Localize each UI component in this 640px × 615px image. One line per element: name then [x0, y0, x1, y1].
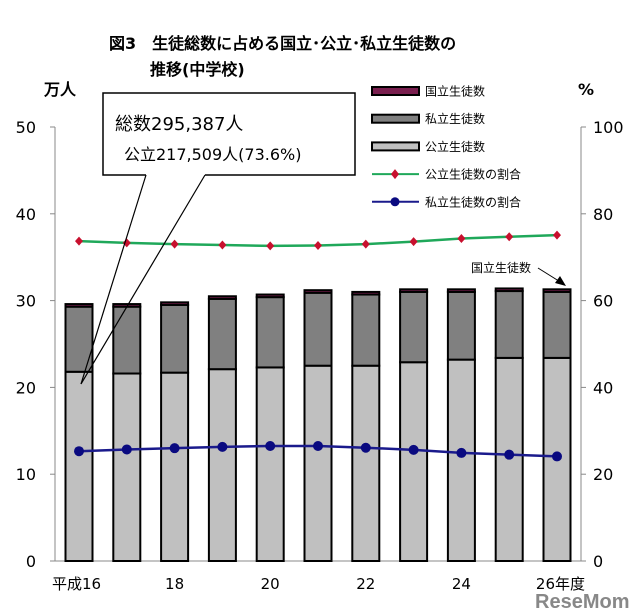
- callout-public: 公立217,509人(73.6%): [124, 145, 301, 164]
- callout: 総数295,387人 公立217,509人(73.6%): [80, 92, 356, 385]
- legend-swatch: [371, 113, 420, 124]
- y-tick-label-right: 80: [593, 205, 613, 224]
- legend-label: 公立生徒数の割合: [425, 167, 521, 182]
- data-point: [408, 444, 419, 455]
- legend-label: 公立生徒数: [425, 139, 485, 154]
- y-tick-label-left: 10: [16, 465, 36, 484]
- chart-title-line1: 図3 生徒総数に占める国立･公立･私立生徒数の: [109, 34, 456, 53]
- chart-title-line2: 推移(中学校): [150, 60, 245, 79]
- bar-segment: [255, 296, 285, 369]
- bar-segment: [494, 290, 524, 359]
- national-annotation: 国立生徒数: [471, 260, 566, 286]
- bar-segment: [494, 287, 524, 293]
- bar-segment: [351, 290, 381, 296]
- bar-segment: [207, 368, 237, 562]
- data-point: [552, 451, 562, 462]
- bar-segment: [399, 290, 429, 364]
- data-point: [169, 443, 180, 454]
- bar-segment: [399, 361, 429, 562]
- bar-segment: [112, 372, 142, 562]
- legend-marker: [391, 169, 399, 180]
- x-tick-label: 24: [452, 575, 471, 593]
- bar-segment: [446, 358, 476, 562]
- bar-segment: [542, 290, 572, 359]
- bar-segment: [64, 370, 94, 562]
- data-point: [265, 440, 276, 451]
- callout-total: 総数295,387人: [115, 114, 243, 135]
- data-point: [121, 444, 132, 455]
- bar-segment: [303, 291, 333, 367]
- data-point: [314, 240, 322, 250]
- x-tick-label: 平成16: [52, 575, 101, 593]
- bar-segment: [255, 293, 285, 299]
- y-tick-label-right: 100: [593, 118, 624, 137]
- data-point: [170, 239, 179, 249]
- bar-segment: [351, 293, 381, 367]
- legend-label: 私立生徒数の割合: [425, 194, 521, 209]
- y-tick-label-left: 0: [26, 552, 36, 571]
- legend-marker: [390, 197, 400, 207]
- bar-segment: [399, 288, 429, 293]
- data-point: [266, 241, 275, 251]
- y-tick-label-right: 0: [593, 552, 603, 571]
- bar-segment: [303, 364, 333, 563]
- y-tick-label-left: 50: [16, 118, 36, 137]
- bar-segment: [207, 297, 237, 371]
- bar-segment: [160, 301, 190, 306]
- x-tick-label: 22: [356, 575, 375, 593]
- x-tick-label: 18: [165, 575, 184, 593]
- data-point: [74, 446, 84, 457]
- data-point: [217, 441, 228, 452]
- watermark: ReseMom: [535, 591, 629, 613]
- data-point: [456, 447, 467, 458]
- bar-segment: [446, 290, 476, 361]
- y-tick-label-right: 40: [593, 378, 613, 397]
- data-point: [360, 442, 371, 453]
- data-point: [75, 236, 83, 246]
- data-point: [457, 234, 466, 244]
- legend-swatch: [371, 141, 420, 152]
- y-tick-label-right: 60: [593, 292, 613, 311]
- data-point: [313, 440, 323, 451]
- x-tick-label: 20: [261, 575, 280, 593]
- legend-swatch: [371, 86, 420, 96]
- legend-label: 私立生徒数: [425, 111, 485, 126]
- y-tick-label-left: 30: [16, 292, 36, 311]
- bar-segment: [160, 371, 190, 563]
- data-point: [409, 237, 418, 247]
- data-point: [553, 230, 561, 240]
- bar-segment: [207, 295, 237, 300]
- legend-label: 国立生徒数: [425, 84, 485, 99]
- bar-segment: [542, 288, 572, 293]
- y-axis-right-label: %: [578, 80, 594, 99]
- y-axis-left-label: 万人: [43, 80, 77, 99]
- svg-text:国立生徒数: 国立生徒数: [471, 260, 531, 275]
- data-point: [218, 240, 227, 250]
- bar-segment: [255, 366, 285, 562]
- y-tick-label-right: 20: [593, 465, 613, 484]
- data-point: [361, 239, 370, 249]
- y-tick-label-left: 40: [16, 205, 36, 224]
- y-tick-label-left: 20: [16, 378, 36, 397]
- x-tick-label: 26年度: [536, 575, 585, 593]
- bar-segment: [64, 303, 94, 308]
- data-point: [504, 449, 515, 460]
- data-point: [505, 232, 514, 242]
- bar-segment: [303, 289, 333, 294]
- bar-segment: [446, 288, 476, 293]
- bar-segment: [112, 305, 142, 375]
- bar-segment: [351, 364, 381, 563]
- bar-segment: [160, 303, 190, 374]
